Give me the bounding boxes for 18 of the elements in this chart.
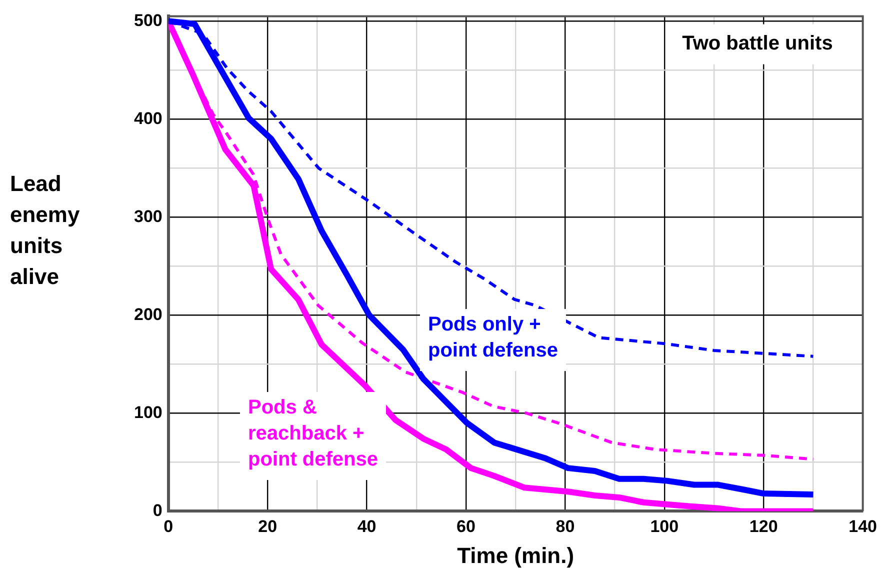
y-tick-label: 0 (152, 500, 162, 520)
x-tick-label: 60 (456, 517, 476, 536)
x-tick-label: 100 (650, 517, 679, 536)
y-tick-label: 400 (134, 108, 162, 128)
y-tick-label: 100 (134, 402, 162, 422)
x-tick-label: 140 (848, 517, 878, 536)
x-tick-label: 120 (749, 517, 778, 536)
x-tick-label: 80 (556, 517, 575, 536)
x-tick-label: 40 (357, 517, 376, 536)
y-tick-label: 500 (134, 10, 162, 30)
x-axis-title: Time (min.) (457, 542, 574, 568)
y-tick-label: 300 (134, 206, 162, 226)
series-label: Pods & reachback + point defense (248, 396, 378, 471)
x-tick-label: 20 (258, 517, 278, 536)
annotation: Two battle units (682, 32, 833, 55)
y-axis-title: Lead enemy units alive (10, 170, 81, 291)
y-tick-label: 200 (134, 304, 162, 324)
series-label: Pods only + point defense (428, 314, 558, 362)
